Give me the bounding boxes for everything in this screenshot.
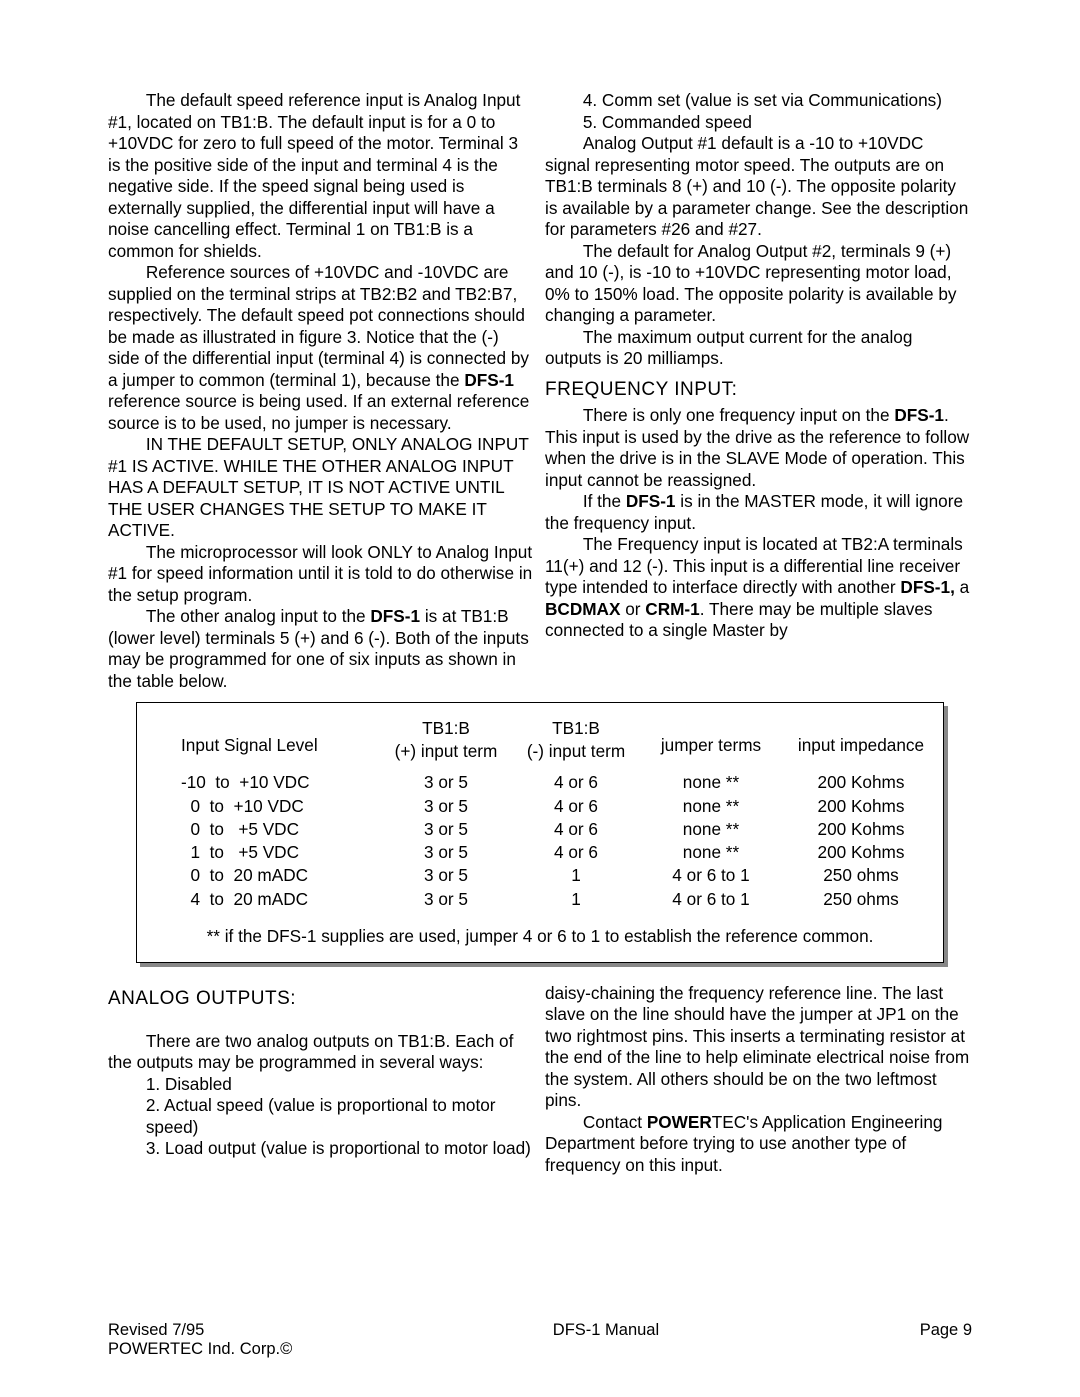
table-cell: none ** bbox=[641, 841, 781, 864]
table-cell: none ** bbox=[641, 818, 781, 841]
table-cell: 3 or 5 bbox=[381, 864, 511, 887]
paragraph: The default for Analog Output #2, termin… bbox=[545, 241, 972, 327]
page-footer: Revised 7/95 POWERTEC Ind. Corp.© DFS-1 … bbox=[108, 1321, 972, 1359]
paragraph: The other analog input to the DFS-1 is a… bbox=[108, 606, 535, 692]
table-cell: 4 or 6 to 1 bbox=[641, 864, 781, 887]
page: The default speed reference input is Ana… bbox=[0, 0, 1080, 1397]
table-row: 4 to 20 mADC3 or 514 or 6 to 1250 ohms bbox=[161, 888, 919, 911]
paragraph: Reference sources of +10VDC and -10VDC a… bbox=[108, 262, 535, 434]
table-row: 0 to +10 VDC3 or 54 or 6none **200 Kohms bbox=[161, 795, 919, 818]
table-cell: 4 or 6 bbox=[511, 771, 641, 794]
paragraph: There are two analog outputs on TB1:B. E… bbox=[108, 1031, 535, 1074]
table-row: -10 to +10 VDC3 or 54 or 6none **200 Koh… bbox=[161, 771, 919, 794]
table-row: 1 to +5 VDC3 or 54 or 6none **200 Kohms bbox=[161, 841, 919, 864]
upper-columns: The default speed reference input is Ana… bbox=[108, 90, 972, 692]
paragraph: Contact POWERTEC's Application Engineeri… bbox=[545, 1112, 972, 1177]
paragraph: daisy-chaining the frequency reference l… bbox=[545, 983, 972, 1112]
section-title-analog-outputs: ANALOG OUTPUTS: bbox=[108, 987, 535, 1011]
paragraph: The maximum output current for the analo… bbox=[545, 327, 972, 370]
footer-center: DFS-1 Manual bbox=[553, 1321, 659, 1359]
table-row: 0 to 20 mADC3 or 514 or 6 to 1250 ohms bbox=[161, 864, 919, 887]
table-cell: none ** bbox=[641, 795, 781, 818]
table-note: ** if the DFS-1 supplies are used, jumpe… bbox=[161, 925, 919, 948]
paragraph: There is only one frequency input on the… bbox=[545, 405, 972, 491]
table-cell: 0 to +5 VDC bbox=[161, 818, 381, 841]
col-header: TB1:B(+) input term bbox=[381, 717, 511, 763]
table-cell: 3 or 5 bbox=[381, 771, 511, 794]
paragraph: The default speed reference input is Ana… bbox=[108, 90, 535, 262]
paragraph: Analog Output #1 default is a -10 to +10… bbox=[545, 133, 972, 241]
table-cell: 0 to 20 mADC bbox=[161, 864, 381, 887]
table-cell: 4 or 6 to 1 bbox=[641, 888, 781, 911]
col-header: jumper terms bbox=[641, 717, 781, 763]
paragraph: The microprocessor will look ONLY to Ana… bbox=[108, 542, 535, 607]
paragraph: The Frequency input is located at TB2:A … bbox=[545, 534, 972, 642]
table-cell: 4 or 6 bbox=[511, 841, 641, 864]
footer-left: Revised 7/95 POWERTEC Ind. Corp.© bbox=[108, 1321, 292, 1359]
table-cell: 4 or 6 bbox=[511, 818, 641, 841]
table-cell: 200 Kohms bbox=[781, 841, 941, 864]
right-column: 4. Comm set (value is set via Communicat… bbox=[545, 90, 972, 692]
table-header: Input Signal Level TB1:B(+) input term T… bbox=[161, 717, 919, 763]
table-cell: 3 or 5 bbox=[381, 795, 511, 818]
table-cell: 200 Kohms bbox=[781, 771, 941, 794]
footer-right: Page 9 bbox=[920, 1321, 972, 1359]
left-column-lower: ANALOG OUTPUTS: There are two analog out… bbox=[108, 983, 535, 1177]
col-header: TB1:B(-) input term bbox=[511, 717, 641, 763]
table-cell: 3 or 5 bbox=[381, 888, 511, 911]
table-cell: 4 to 20 mADC bbox=[161, 888, 381, 911]
signal-table: Input Signal Level TB1:B(+) input term T… bbox=[136, 702, 944, 963]
table-cell: 0 to +10 VDC bbox=[161, 795, 381, 818]
table-cell: 200 Kohms bbox=[781, 818, 941, 841]
table-cell: none ** bbox=[641, 771, 781, 794]
table-cell: 250 ohms bbox=[781, 888, 941, 911]
section-title-frequency: FREQUENCY INPUT: bbox=[545, 378, 972, 402]
table-cell: -10 to +10 VDC bbox=[161, 771, 381, 794]
table-cell: 3 or 5 bbox=[381, 841, 511, 864]
col-header: Input Signal Level bbox=[161, 717, 381, 763]
table-cell: 1 bbox=[511, 888, 641, 911]
paragraph: IN THE DEFAULT SETUP, ONLY ANALOG INPUT … bbox=[108, 434, 535, 542]
table-cell: 3 or 5 bbox=[381, 818, 511, 841]
lower-columns: ANALOG OUTPUTS: There are two analog out… bbox=[108, 983, 972, 1177]
list-item: 2. Actual speed (value is proportional t… bbox=[108, 1095, 535, 1138]
right-column-lower: daisy-chaining the frequency reference l… bbox=[545, 983, 972, 1177]
col-header: input impedance bbox=[781, 717, 941, 763]
paragraph: If the DFS-1 is in the MASTER mode, it w… bbox=[545, 491, 972, 534]
left-column: The default speed reference input is Ana… bbox=[108, 90, 535, 692]
list-item: 3. Load output (value is proportional to… bbox=[108, 1138, 535, 1160]
table-cell: 250 ohms bbox=[781, 864, 941, 887]
table-cell: 1 to +5 VDC bbox=[161, 841, 381, 864]
list-item: 4. Comm set (value is set via Communicat… bbox=[545, 90, 972, 112]
list-item: 5. Commanded speed bbox=[545, 112, 972, 134]
list-item: 1. Disabled bbox=[108, 1074, 535, 1096]
table-cell: 1 bbox=[511, 864, 641, 887]
table-cell: 200 Kohms bbox=[781, 795, 941, 818]
table-row: 0 to +5 VDC3 or 54 or 6none **200 Kohms bbox=[161, 818, 919, 841]
table-cell: 4 or 6 bbox=[511, 795, 641, 818]
table-body: -10 to +10 VDC3 or 54 or 6none **200 Koh… bbox=[161, 771, 919, 910]
